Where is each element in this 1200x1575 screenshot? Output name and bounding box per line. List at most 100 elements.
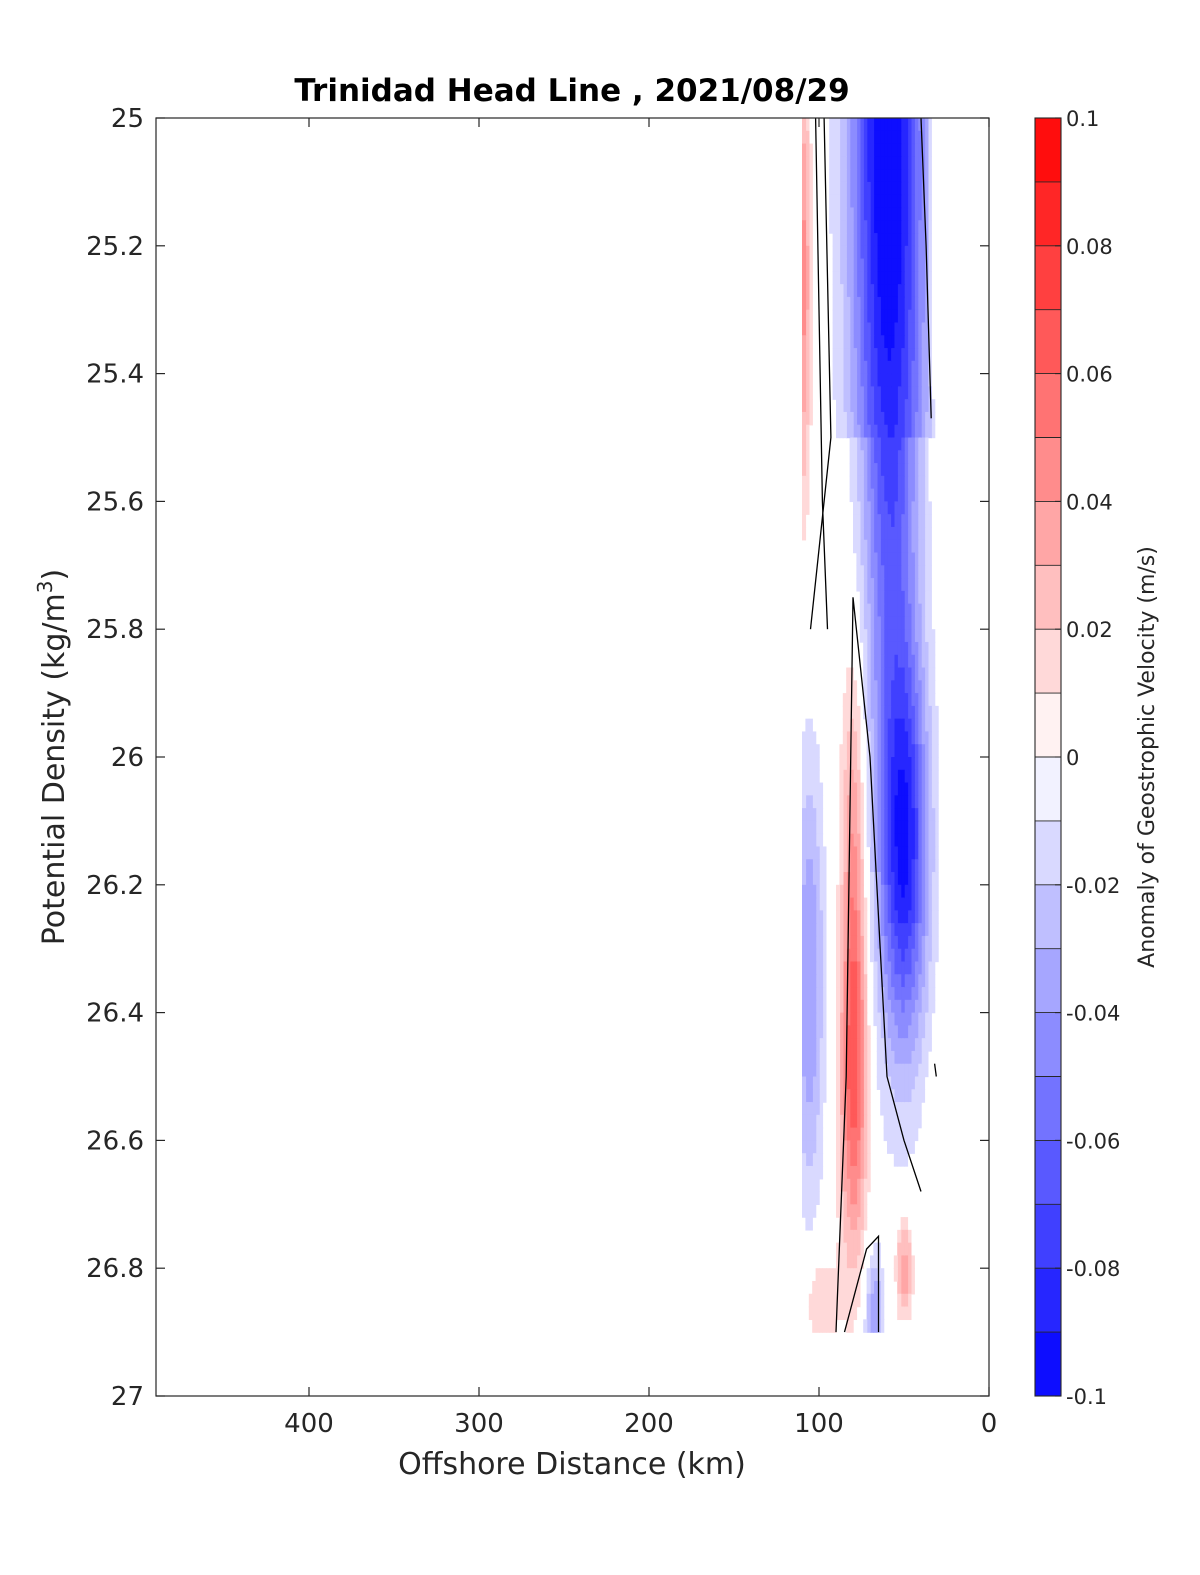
field-cell bbox=[866, 386, 871, 400]
field-cell bbox=[917, 654, 922, 669]
field-cell bbox=[921, 808, 926, 822]
field-cell bbox=[856, 705, 861, 720]
field-cell bbox=[836, 309, 841, 324]
field-cell bbox=[822, 1076, 827, 1090]
field-cell bbox=[914, 641, 919, 656]
field-cell bbox=[924, 424, 929, 439]
field-cell bbox=[836, 1102, 841, 1116]
field-cell bbox=[883, 284, 888, 298]
field-cell bbox=[842, 987, 847, 1001]
field-cell bbox=[921, 744, 926, 758]
field-cell bbox=[880, 424, 885, 439]
field-cell bbox=[805, 258, 810, 273]
field-cell bbox=[934, 846, 939, 860]
field-cell bbox=[883, 974, 888, 988]
field-cell bbox=[890, 181, 895, 196]
field-cell bbox=[883, 808, 888, 822]
field-cell bbox=[914, 475, 919, 490]
field-cell bbox=[839, 284, 844, 298]
field-cell bbox=[802, 450, 807, 464]
field-cell bbox=[917, 667, 922, 682]
field-cell bbox=[921, 258, 926, 273]
colorbar-label: Anomaly of Geostrophic Velocity (m/s) bbox=[1135, 546, 1160, 968]
field-cell bbox=[802, 501, 807, 515]
field-cell bbox=[890, 667, 895, 682]
field-cell bbox=[921, 539, 926, 554]
field-cell bbox=[917, 386, 922, 400]
field-cell bbox=[863, 526, 868, 541]
field-cell bbox=[883, 309, 888, 324]
field-cell bbox=[921, 1089, 926, 1103]
field-cell bbox=[927, 526, 932, 541]
field-cell bbox=[887, 130, 892, 145]
field-cell bbox=[829, 130, 834, 145]
field-cell bbox=[853, 859, 858, 873]
field-cell bbox=[931, 641, 936, 656]
field-cell bbox=[842, 309, 847, 324]
field-cell bbox=[873, 948, 878, 963]
field-cell bbox=[812, 808, 817, 822]
field-cell bbox=[876, 130, 881, 145]
field-cell bbox=[904, 782, 909, 797]
field-cell bbox=[897, 156, 902, 170]
field-cell bbox=[856, 233, 861, 247]
field-cell bbox=[917, 833, 922, 848]
field-cell bbox=[802, 1178, 807, 1193]
field-cell bbox=[910, 450, 915, 464]
field-cell bbox=[819, 795, 824, 809]
field-cell bbox=[890, 335, 895, 349]
field-cell bbox=[808, 744, 813, 758]
field-cell bbox=[815, 795, 820, 809]
field-cell bbox=[904, 999, 909, 1014]
field-cell bbox=[839, 373, 844, 388]
field-cell bbox=[836, 1025, 841, 1039]
field-cell bbox=[904, 705, 909, 720]
field-cell bbox=[842, 322, 847, 336]
field-cell bbox=[890, 309, 895, 324]
field-cell bbox=[856, 475, 861, 490]
field-cell bbox=[907, 348, 912, 362]
field-cell bbox=[927, 258, 932, 273]
field-cell bbox=[900, 641, 905, 656]
field-cell bbox=[907, 667, 912, 682]
field-cell bbox=[819, 1153, 824, 1167]
field-cell bbox=[815, 1063, 820, 1078]
field-cell bbox=[853, 1242, 858, 1257]
field-cell bbox=[907, 1140, 912, 1154]
field-cell bbox=[910, 335, 915, 349]
field-cell bbox=[887, 1012, 892, 1027]
field-cell bbox=[842, 705, 847, 720]
colorbar-swatch bbox=[1035, 1332, 1061, 1397]
field-cell bbox=[819, 999, 824, 1014]
field-cell bbox=[859, 156, 864, 170]
field-cell bbox=[900, 309, 905, 324]
field-cell bbox=[897, 335, 902, 349]
field-cell bbox=[873, 897, 878, 912]
field-cell bbox=[839, 207, 844, 221]
field-cell bbox=[924, 654, 929, 669]
field-cell bbox=[900, 565, 905, 579]
field-cell bbox=[887, 501, 892, 515]
field-cell bbox=[870, 654, 875, 669]
field-cell bbox=[880, 808, 885, 822]
field-cell bbox=[876, 386, 881, 400]
field-cell bbox=[870, 348, 875, 362]
field-cell bbox=[907, 156, 912, 170]
field-cell bbox=[914, 130, 919, 145]
field-cell bbox=[870, 910, 875, 924]
field-cell bbox=[849, 782, 854, 797]
field-cell bbox=[873, 718, 878, 733]
field-cell bbox=[883, 603, 888, 618]
field-cell bbox=[866, 1165, 871, 1180]
field-cell bbox=[856, 1229, 861, 1244]
field-cell bbox=[880, 603, 885, 618]
field-cell bbox=[917, 782, 922, 797]
field-cell bbox=[897, 923, 902, 937]
field-cell bbox=[910, 130, 915, 145]
field-cell bbox=[863, 156, 868, 170]
field-cell bbox=[842, 1025, 847, 1039]
field-cell bbox=[829, 1319, 834, 1333]
field-cell bbox=[880, 539, 885, 554]
field-cell bbox=[849, 1165, 854, 1180]
field-cell bbox=[856, 360, 861, 375]
